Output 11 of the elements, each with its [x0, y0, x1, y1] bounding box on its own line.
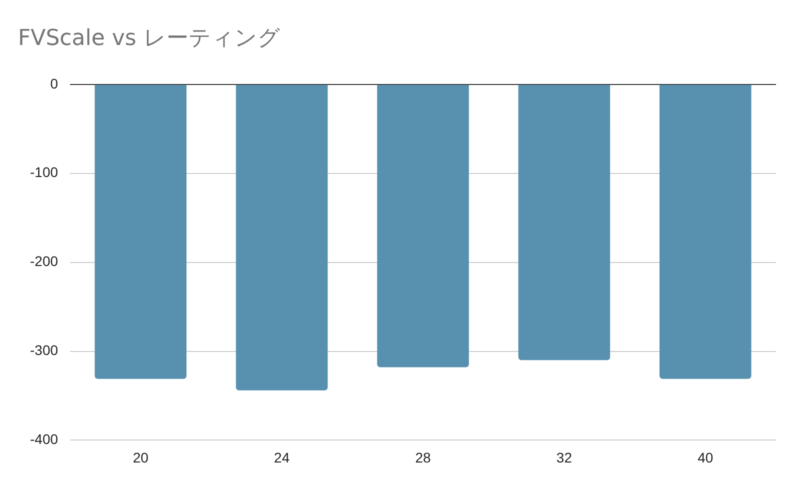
- y-tick-label: -200: [30, 253, 58, 270]
- y-tick-label: -400: [30, 431, 58, 448]
- x-tick-label: 20: [132, 449, 149, 466]
- x-tick-label: 28: [415, 449, 432, 466]
- x-tick-label: 24: [274, 449, 290, 466]
- y-tick-label: -100: [30, 164, 58, 180]
- chart-title: FVScale vs レーティング: [18, 26, 280, 51]
- y-tick-label: 0: [50, 75, 58, 92]
- y-tick-label: -300: [30, 342, 58, 358]
- x-tick-label: 32: [556, 449, 572, 466]
- x-tick-label: 40: [698, 449, 714, 466]
